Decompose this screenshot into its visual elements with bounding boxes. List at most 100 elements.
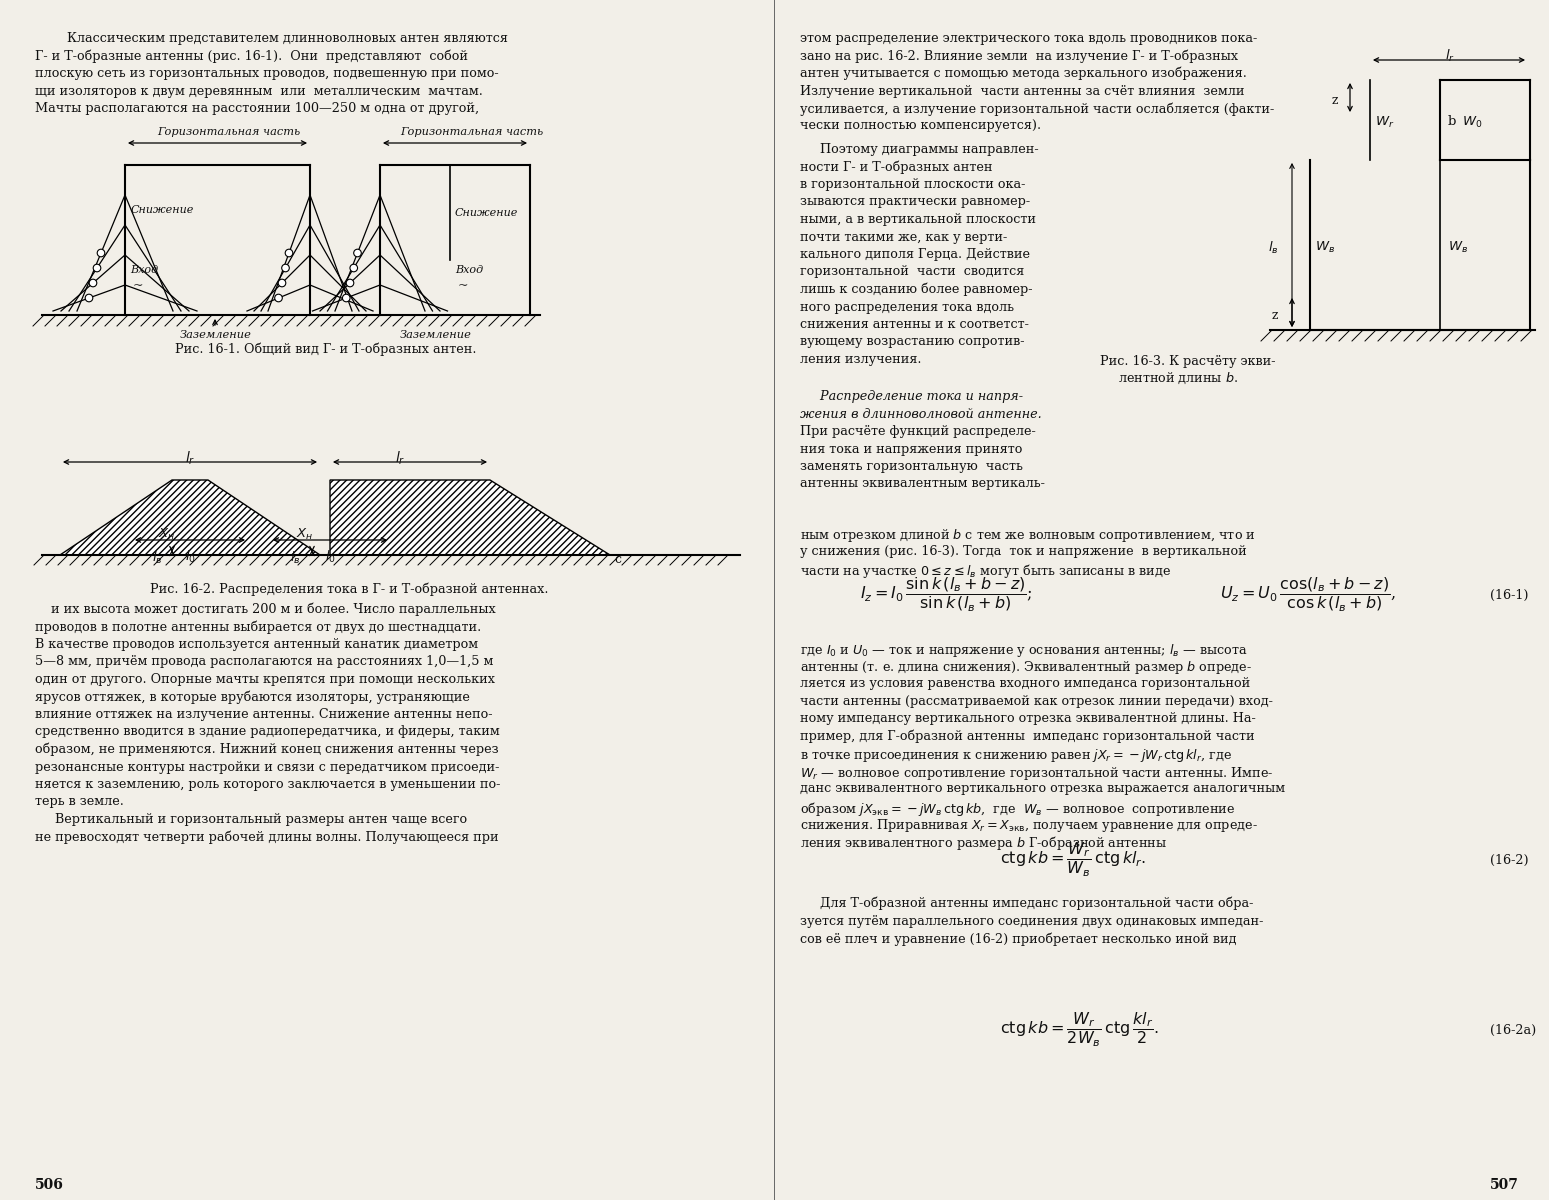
Text: антен учитывается с помощью метода зеркального изображения.: антен учитывается с помощью метода зерка…	[799, 67, 1247, 80]
Text: Классическим представителем длинноволновых антен являются: Классическим представителем длинноволнов…	[36, 32, 508, 44]
Text: жения в длинноволновой антенне.: жения в длинноволновой антенне.	[799, 408, 1041, 420]
Text: ного распределения тока вдоль: ного распределения тока вдоль	[799, 300, 1015, 313]
Text: ~: ~	[459, 278, 468, 292]
Text: чески полностью компенсируется).: чески полностью компенсируется).	[799, 120, 1041, 132]
Text: один от другого. Опорные мачты крепятся при помощи нескольких: один от другого. Опорные мачты крепятся …	[36, 673, 496, 686]
Text: 507: 507	[1490, 1178, 1520, 1192]
Text: и их высота может достигать 200 м и более. Число параллельных: и их высота может достигать 200 м и боле…	[36, 602, 496, 617]
Text: заменять горизонтальную  часть: заменять горизонтальную часть	[799, 460, 1022, 473]
Text: ления эквивалентного размера $b$ Г-образной антенны: ления эквивалентного размера $b$ Г-образ…	[799, 834, 1166, 852]
Text: z: z	[1332, 94, 1338, 107]
Text: данс эквивалентного вертикального отрезка выражается аналогичным: данс эквивалентного вертикального отрезк…	[799, 782, 1286, 794]
Polygon shape	[330, 480, 610, 554]
Text: зуется путём параллельного соединения двух одинаковых импедан-: зуется путём параллельного соединения дв…	[799, 914, 1264, 928]
Text: влияние оттяжек на излучение антенны. Снижение антенны непо-: влияние оттяжек на излучение антенны. Сн…	[36, 708, 493, 721]
Text: усиливается, а излучение горизонтальной части ослабляется (факти-: усиливается, а излучение горизонтальной …	[799, 102, 1275, 115]
Text: $l_0$: $l_0$	[325, 550, 336, 565]
Text: $\mathrm{ctg}\,kb = \dfrac{W_r}{W_в}\,\mathrm{ctg}\,kl_r.$: $\mathrm{ctg}\,kb = \dfrac{W_r}{W_в}\,\m…	[1001, 841, 1146, 880]
Text: Поэтому диаграммы направлен-: Поэтому диаграммы направлен-	[799, 143, 1039, 156]
Text: зываются практически равномер-: зываются практически равномер-	[799, 196, 1030, 209]
Text: $l_в$: $l_в$	[152, 550, 163, 566]
Text: 5—8 мм, причём провода располагаются на расстояниях 1,0—1,5 м: 5—8 мм, причём провода располагаются на …	[36, 655, 494, 668]
Text: $W_r$ — волновое сопротивление горизонтальной части антенны. Импе-: $W_r$ — волновое сопротивление горизонта…	[799, 764, 1273, 781]
Text: $l_r$: $l_r$	[1445, 48, 1455, 64]
Text: Рис. 16-3. К расчёту экви-: Рис. 16-3. К расчёту экви-	[1100, 355, 1275, 368]
Text: ляется из условия равенства входного импеданса горизонтальной: ляется из условия равенства входного имп…	[799, 677, 1250, 690]
Text: ному импедансу вертикального отрезка эквивалентной длины. На-: ному импедансу вертикального отрезка экв…	[799, 712, 1256, 725]
Circle shape	[345, 280, 353, 287]
Text: кального диполя Герца. Действие: кального диполя Герца. Действие	[799, 248, 1030, 260]
Text: снижения антенны и к соответст-: снижения антенны и к соответст-	[799, 318, 1029, 331]
Text: 506: 506	[36, 1178, 64, 1192]
Circle shape	[282, 264, 290, 271]
Text: зано на рис. 16-2. Влияние земли  на излучение Г- и Т-образных: зано на рис. 16-2. Влияние земли на излу…	[799, 49, 1238, 62]
Text: $W_в$: $W_в$	[1315, 240, 1335, 256]
Text: Распределение тока и напря-: Распределение тока и напря-	[799, 390, 1022, 403]
Text: вующему возрастанию сопротив-: вующему возрастанию сопротив-	[799, 336, 1024, 348]
Text: части антенны (рассматриваемой как отрезок линии передачи) вход-: части антенны (рассматриваемой как отрез…	[799, 695, 1273, 708]
Text: этом распределение электрического тока вдоль проводников пока-: этом распределение электрического тока в…	[799, 32, 1258, 44]
Text: антенны (т. е. длина снижения). Эквивалентный размер $b$ опреде-: антенны (т. е. длина снижения). Эквивале…	[799, 660, 1252, 677]
Text: Излучение вертикальной  части антенны за счёт влияния  земли: Излучение вертикальной части антенны за …	[799, 84, 1244, 97]
Text: Заземление: Заземление	[180, 330, 252, 340]
Text: горизонтальной  части  сводится: горизонтальной части сводится	[799, 265, 1024, 278]
Text: $l_r$: $l_r$	[395, 450, 406, 467]
Circle shape	[350, 264, 358, 271]
Text: у снижения (рис. 16-3). Тогда  ток и напряжение  в вертикальной: у снижения (рис. 16-3). Тогда ток и напр…	[799, 545, 1247, 558]
Text: в точке присоединения к снижению равен $jX_r = -jW_r\,\mathrm{ctg}\,kl_r$, где: в точке присоединения к снижению равен $…	[799, 746, 1231, 764]
Text: где $I_0$ и $U_0$ — ток и напряжение у основания антенны; $l_в$ — высота: где $I_0$ и $U_0$ — ток и напряжение у о…	[799, 642, 1248, 659]
Text: антенны эквивалентным вертикаль-: антенны эквивалентным вертикаль-	[799, 478, 1046, 491]
Text: $W_0$: $W_0$	[1462, 115, 1482, 130]
Circle shape	[279, 280, 287, 287]
Text: снижения. Приравнивая $X_r = X_{\text{экв}}$, получаем уравнение для опреде-: снижения. Приравнивая $X_r = X_{\text{эк…	[799, 817, 1258, 834]
Text: резонансные контуры настройки и связи с передатчиком присоеди-: резонансные контуры настройки и связи с …	[36, 761, 499, 774]
Text: средственно вводится в здание радиопередатчика, и фидеры, таким: средственно вводится в здание радиоперед…	[36, 726, 500, 738]
Circle shape	[93, 264, 101, 271]
Circle shape	[285, 250, 293, 257]
Text: c: c	[613, 553, 621, 566]
Text: няется к заземлению, роль которого заключается в уменьшении по-: няется к заземлению, роль которого заклю…	[36, 778, 500, 791]
Text: $W_r$: $W_r$	[1376, 115, 1394, 130]
Text: (16-1): (16-1)	[1490, 588, 1529, 601]
Text: При расчёте функций распределе-: При расчёте функций распределе-	[799, 425, 1036, 438]
Text: щи изоляторов к двум деревянным  или  металлическим  мачтам.: щи изоляторов к двум деревянным или мета…	[36, 84, 483, 97]
Text: Вход: Вход	[130, 265, 158, 275]
Text: ния тока и напряжения принято: ния тока и напряжения принято	[799, 443, 1022, 456]
Polygon shape	[60, 480, 321, 554]
Text: не превосходят четверти рабочей длины волны. Получающееся при: не превосходят четверти рабочей длины во…	[36, 830, 499, 844]
Text: Вход: Вход	[455, 265, 483, 275]
Text: Горизонтальная часть: Горизонтальная часть	[400, 127, 544, 137]
Text: сов её плеч и уравнение (16-2) приобретает несколько иной вид: сов её плеч и уравнение (16-2) приобрета…	[799, 932, 1236, 946]
Text: Заземление: Заземление	[400, 330, 472, 340]
Text: ления излучения.: ления излучения.	[799, 353, 922, 366]
Text: (16-2): (16-2)	[1490, 853, 1529, 866]
Text: ~: ~	[133, 278, 144, 292]
Text: $l_r$: $l_r$	[184, 450, 195, 467]
Text: лентной длины $b$.: лентной длины $b$.	[1118, 371, 1238, 386]
Text: ности Г- и Т-образных антен: ности Г- и Т-образных антен	[799, 161, 993, 174]
Circle shape	[85, 294, 93, 301]
Circle shape	[342, 294, 350, 301]
Circle shape	[98, 250, 105, 257]
Text: Г- и Т-образные антенны (рис. 16-1).  Они  представляют  собой: Г- и Т-образные антенны (рис. 16-1). Они…	[36, 49, 468, 62]
Text: $l_в$: $l_в$	[1269, 240, 1278, 256]
Circle shape	[274, 294, 282, 301]
Text: части на участке $0\leq z\leq l_в$ могут быть записаны в виде: части на участке $0\leq z\leq l_в$ могут…	[799, 562, 1171, 580]
Text: в горизонтальной плоскости ока-: в горизонтальной плоскости ока-	[799, 178, 1025, 191]
Text: Рис. 16-1. Общий вид Г- и Т-образных антен.: Рис. 16-1. Общий вид Г- и Т-образных ант…	[175, 342, 477, 355]
Text: Мачты располагаются на расстоянии 100—250 м одна от другой,: Мачты располагаются на расстоянии 100—25…	[36, 102, 479, 115]
Text: проводов в полотне антенны выбирается от двух до шестнадцати.: проводов в полотне антенны выбирается от…	[36, 620, 482, 634]
Text: Снижение: Снижение	[455, 208, 519, 218]
Text: $\mathrm{ctg}\,kb = \dfrac{W_r}{2W_в}\,\mathrm{ctg}\,\dfrac{kl_r}{2}.$: $\mathrm{ctg}\,kb = \dfrac{W_r}{2W_в}\,\…	[1001, 1010, 1159, 1049]
Text: ным отрезком длиной $b$ с тем же волновым сопротивлением, что и: ным отрезком длиной $b$ с тем же волновы…	[799, 527, 1256, 544]
Text: $W_в$: $W_в$	[1448, 240, 1468, 256]
Circle shape	[90, 280, 96, 287]
Text: $X_н$: $X_н$	[158, 527, 175, 542]
Text: образом $jX_{\text{экв}} = -jW_в\,\mathrm{ctg}\,kb$,  где  $W_в$ — волновое  соп: образом $jX_{\text{экв}} = -jW_в\,\mathr…	[799, 799, 1235, 817]
Text: образом, не применяются. Нижний конец снижения антенны через: образом, не применяются. Нижний конец сн…	[36, 743, 499, 756]
Text: Вертикальный и горизонтальный размеры антен чаще всего: Вертикальный и горизонтальный размеры ан…	[36, 814, 468, 826]
Circle shape	[353, 250, 361, 257]
Text: $X_н$: $X_н$	[296, 527, 313, 542]
Text: плоскую сеть из горизонтальных проводов, подвешенную при помо-: плоскую сеть из горизонтальных проводов,…	[36, 67, 499, 80]
Text: (16-2a): (16-2a)	[1490, 1024, 1537, 1037]
